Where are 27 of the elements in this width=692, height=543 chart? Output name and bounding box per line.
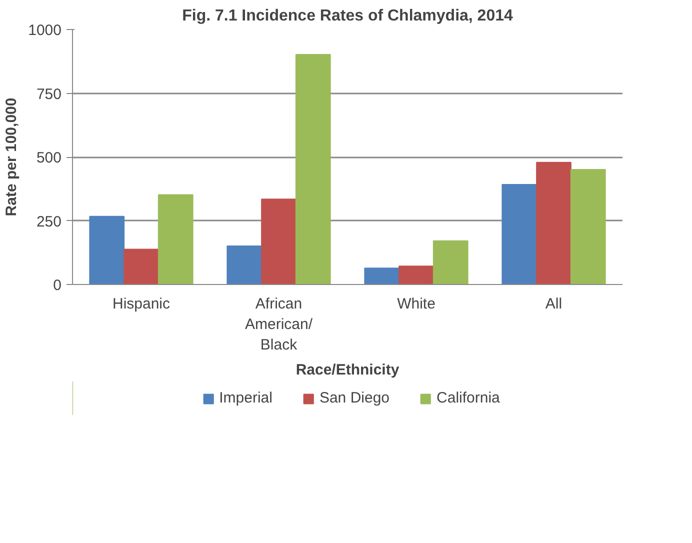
legend-label: San Diego (319, 390, 390, 406)
legend-label: Imperial (219, 390, 272, 406)
x-tick-label: White (397, 296, 436, 312)
y-tick-label: 0 (53, 277, 62, 294)
x-axis-title: Race/Ethnicity (296, 361, 400, 378)
x-tick-label: Hispanic (112, 296, 171, 312)
legend-label: California (436, 390, 500, 406)
chart-title: Fig. 7.1 Incidence Rates of Chlamydia, 2014 (182, 8, 513, 24)
bar (261, 198, 296, 284)
bar (295, 54, 331, 284)
bar (158, 194, 194, 284)
y-tick-label: 250 (36, 213, 62, 230)
bar (536, 162, 572, 284)
y-tick-label: 750 (36, 86, 62, 103)
bar (432, 240, 468, 284)
bar (398, 266, 434, 284)
bar (570, 168, 606, 284)
bar (89, 216, 125, 284)
y-tick-label: 500 (36, 150, 62, 166)
bar (226, 245, 262, 284)
bar (364, 268, 400, 284)
y-tick-label: 1000 (28, 22, 62, 39)
bar (502, 184, 538, 284)
y-axis-title: Rate per 100,000 (3, 98, 20, 216)
x-tick-label: All (545, 296, 562, 312)
x-tick-label: African American/ Black (244, 296, 314, 354)
bar (124, 248, 159, 284)
